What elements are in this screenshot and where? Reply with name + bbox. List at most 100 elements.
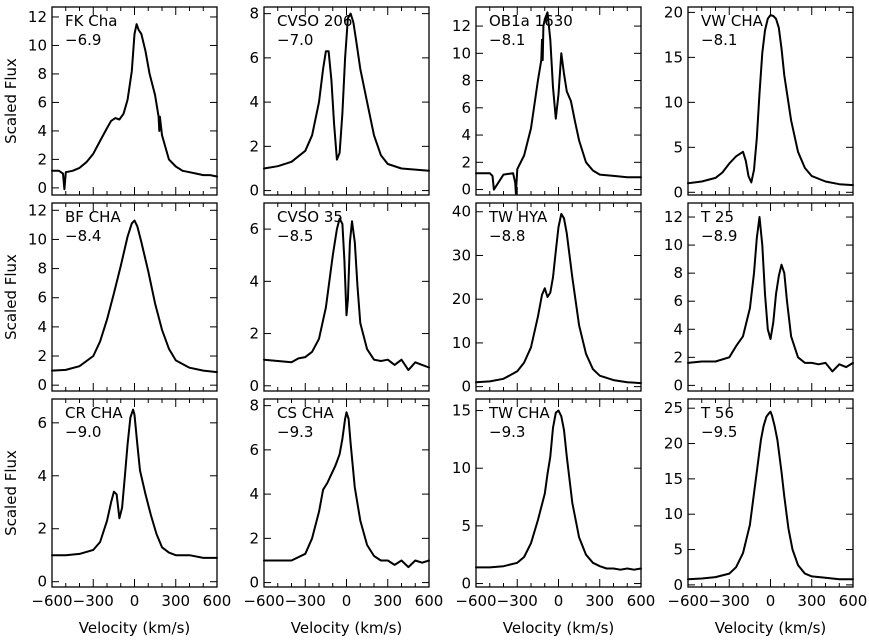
spectrum-line-t-56: [687, 410, 854, 581]
y-tick-label: 8: [673, 264, 683, 282]
spectrum-line-cr-cha: [51, 408, 218, 559]
panel-annotation: −8.1: [489, 31, 525, 49]
x-tick-label: 0: [130, 592, 140, 610]
y-tick-label: 8: [37, 260, 47, 278]
x-tick-label: 600: [203, 592, 232, 610]
y-axis-label: Scaled Flux: [2, 450, 20, 536]
y-tick-label: 12: [28, 201, 47, 219]
spectrum-line-ob1a-1630: [475, 11, 642, 195]
panel-t-25: 0 2 4 6 8 10 12 T 25−8.9: [664, 202, 854, 394]
panel-annotation: −9.0: [65, 423, 101, 441]
y-tick-label: 8: [461, 72, 471, 90]
y-tick-label: 6: [37, 414, 47, 432]
y-tick-label: 0: [249, 377, 259, 395]
panel-vw-cha: 0 5 10 15 20 VW CHA−8.1: [664, 3, 854, 201]
y-tick-label: 5: [673, 138, 683, 156]
x-tick-label: −600: [31, 592, 72, 610]
y-tick-label: 0: [37, 179, 47, 197]
y-tick-label: 4: [673, 320, 683, 338]
y-tick-label: 15: [664, 48, 683, 66]
y-tick-label: 10: [28, 36, 47, 54]
y-tick-label: 10: [452, 44, 471, 62]
y-tick-label: 6: [673, 292, 683, 310]
panel-cvso-35: 0 2 4 6 CVSO 35−8.5: [249, 202, 430, 395]
x-axis-labels: Velocity (km/s) Velocity (km/s) Velocity (…: [79, 619, 826, 637]
x-tick-label: 600: [415, 592, 444, 610]
panel-title: CR CHA: [65, 404, 123, 422]
x-tick-label: 0: [554, 592, 564, 610]
y-tick-label: 4: [249, 93, 259, 111]
panel-title: TW HYA: [488, 208, 548, 226]
panel-title: BF CHA: [65, 208, 121, 226]
y-tick-label: 30: [452, 246, 471, 264]
spectrum-line-tw-cha: [475, 409, 642, 571]
x-axis-label: Velocity (km/s): [503, 619, 614, 637]
x-tick-label: −600: [243, 592, 284, 610]
spectrum-line-bf-cha: [51, 219, 218, 374]
y-tick-label: 12: [28, 8, 47, 26]
y-tick-label: 15: [664, 470, 683, 488]
x-tick-label: 600: [627, 592, 656, 610]
x-tick-label: 300: [797, 592, 826, 610]
panel-cs-cha: 0 2 4 6 8 −600 −300 0 300 600 CS CHA−9.3: [243, 397, 443, 610]
panel-title: OB1a 1630: [489, 12, 573, 30]
panel-annotation: −9.3: [277, 423, 313, 441]
panel-annotation: −8.5: [277, 227, 313, 245]
panel-tw-cha: 0 5 10 15 −600 −300 0 300 600 TW CHA−9.3: [452, 398, 656, 610]
y-tick-label: 20: [452, 290, 471, 308]
y-tick-label: 4: [37, 467, 47, 485]
y-tick-label: 10: [452, 459, 471, 477]
x-axis-label: Velocity (km/s): [715, 619, 826, 637]
x-tick-label: −300: [497, 592, 538, 610]
x-tick-label: −300: [285, 592, 326, 610]
panel-title: TW CHA: [488, 404, 551, 422]
panel-tw-hya: 0 10 20 30 40 TW HYA−8.8: [452, 202, 642, 396]
y-tick-label: 4: [37, 318, 47, 336]
y-tick-label: 15: [452, 402, 471, 420]
panel-annotation: −6.9: [65, 31, 101, 49]
panel-cvso-206: 0 2 4 6 8 CVSO 206−7.0: [249, 5, 430, 200]
panel-title: CS CHA: [277, 404, 335, 422]
panel-cr-cha: 0 2 4 6 −600 −300 0 300 600 CR CHA−9.0: [31, 398, 232, 610]
y-tick-label: 2: [249, 529, 259, 547]
x-tick-label: 300: [585, 592, 614, 610]
panel-fk-cha: 0 2 4 6 8 10 12 FK Cha−6.9: [28, 6, 218, 197]
y-tick-label: 2: [37, 150, 47, 168]
x-tick-label: −300: [709, 592, 750, 610]
panel-title: FK Cha: [65, 12, 117, 30]
y-tick-label: 10: [28, 230, 47, 248]
x-tick-label: −300: [73, 592, 114, 610]
y-tick-label: 4: [461, 126, 471, 144]
y-tick-label: 6: [461, 99, 471, 117]
y-tick-label: 5: [461, 517, 471, 535]
y-axis-label: Scaled Flux: [2, 254, 20, 340]
spectrum-line-fk-cha: [51, 23, 218, 191]
panel-annotation: −8.8: [489, 227, 525, 245]
y-tick-label: 8: [249, 397, 259, 415]
panel-annotation: −8.9: [701, 227, 737, 245]
panel-title: VW CHA: [701, 12, 764, 30]
panel-grid: 0 2 4 6 8 10 12 FK Cha−6.9 0 2 4 6 8 CVSO 206−7.0 0 2 4 6…: [28, 3, 867, 610]
panel-ob1a-1630: 0 2 4 6 8 10 12 OB1a 1630−8.1: [452, 6, 642, 199]
spectrum-line-cs-cha: [263, 411, 430, 569]
y-tick-label: 0: [673, 183, 683, 201]
x-tick-label: 0: [342, 592, 352, 610]
y-tick-label: 2: [249, 137, 259, 155]
panel-annotation: −8.1: [701, 31, 737, 49]
y-tick-label: 10: [664, 93, 683, 111]
y-tick-label: 12: [664, 208, 683, 226]
y-tick-label: 4: [249, 272, 259, 290]
y-tick-label: 4: [37, 122, 47, 140]
y-tick-label: 10: [664, 236, 683, 254]
spectrum-line-vw-cha: [687, 14, 854, 187]
y-tick-label: 2: [37, 347, 47, 365]
panel-title: T 25: [700, 208, 734, 226]
y-tick-label: 0: [461, 575, 471, 593]
y-tick-label: 5: [673, 541, 683, 559]
x-tick-label: −600: [455, 592, 496, 610]
spectrum-line-cvso-35: [263, 217, 430, 372]
y-tick-label: 20: [664, 435, 683, 453]
y-tick-label: 4: [249, 485, 259, 503]
panel-annotation: −9.5: [701, 423, 737, 441]
